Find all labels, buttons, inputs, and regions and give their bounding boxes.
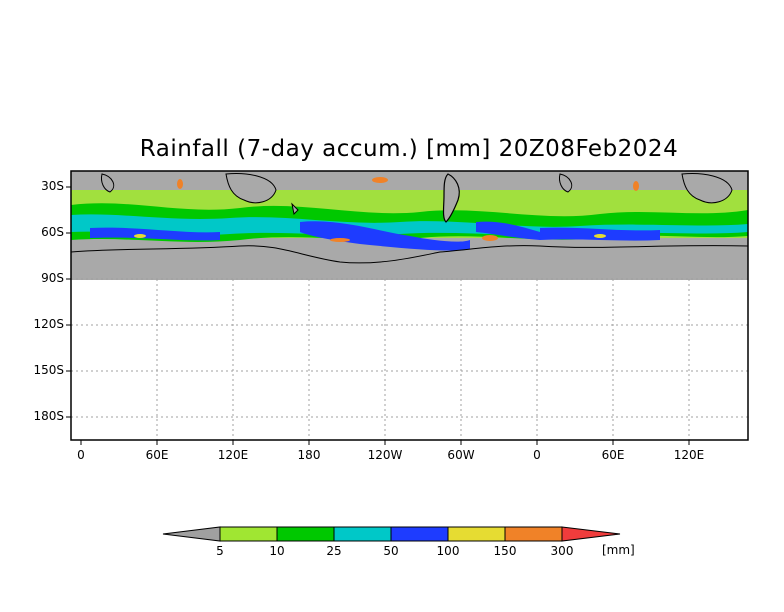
extreme-rain-patch [134,234,146,238]
colorbar-label: 50 [383,544,399,558]
x-tick-label: 60W [447,448,475,462]
y-tick-label: 60S [41,225,64,239]
y-tick-label: 150S [33,363,64,377]
grid-lines [71,278,748,440]
colorbar-segment [333,526,392,542]
extreme-rain-patch [594,234,606,238]
x-tick-label: 60E [145,448,169,462]
x-tick-label: 180 [297,448,321,462]
colorbar-segment [504,526,563,542]
colorbar-label: 100 [436,544,460,558]
africa-land-repeat [559,173,573,193]
x-tick-label: 120E [217,448,249,462]
extreme-rain-patch [330,238,350,242]
x-tick-label: 120W [367,448,403,462]
colorbar-segment [447,526,506,542]
very-heavy-rain-patch-2 [300,221,470,251]
colorbar-segment [219,526,278,542]
y-tick-label: 90S [41,271,64,285]
rainfall-band [70,171,749,280]
antarctica-coastline [70,245,749,264]
map-title: Rainfall (7-day accum.) [mm] 20Z08Feb202… [139,136,679,162]
y-tick-label: 180S [33,409,64,423]
extreme-rain-patch [482,235,498,241]
y-tick-label: 120S [33,317,64,331]
australia-land [225,173,277,204]
colorbar-segment [390,526,449,542]
x-tick-label: 60E [601,448,625,462]
extreme-rain-patch [372,177,388,183]
colorbar-high-arrow [561,526,621,542]
very-heavy-rain-patch-4 [476,221,540,240]
colorbar-unit: [mm] [602,543,635,557]
very-heavy-rain-patch-1 [90,227,220,241]
x-tick-label: 0 [77,448,85,462]
x-tick-label: 0 [533,448,541,462]
extreme-rain-patch [177,179,183,189]
y-tick-label: 30S [41,179,64,193]
colorbar-label: 300 [550,544,574,558]
x-tick-label: 120E [673,448,705,462]
extreme-rain-patch [633,181,639,191]
colorbar-label: 10 [269,544,285,558]
tick-marks [66,186,690,445]
colorbar-label: 5 [216,544,224,558]
colorbar-low-arrow [162,526,221,542]
australia-land-repeat [681,173,733,204]
south-america-land [442,173,460,223]
colorbar-label: 25 [326,544,342,558]
colorbar-label: 150 [493,544,517,558]
africa-land [101,173,115,193]
new-zealand-land [291,202,299,216]
antarctica-land [71,245,748,280]
plot-frame [70,170,749,441]
colorbar-segment [276,526,335,542]
colorbar [162,526,621,542]
